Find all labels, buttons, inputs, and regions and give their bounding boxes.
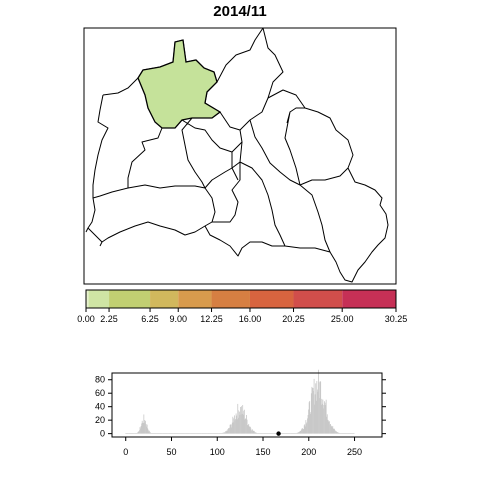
legend-swatch <box>342 290 396 308</box>
district-boundaries <box>85 27 389 283</box>
district-outline <box>284 107 305 186</box>
x-tick-label: 150 <box>256 447 271 457</box>
legend-tick-label: 2.25 <box>100 314 118 324</box>
legend-swatches <box>86 290 396 308</box>
y-tick-label: 80 <box>95 375 105 385</box>
district-outline <box>216 27 284 131</box>
x-tick-label: 200 <box>301 447 316 457</box>
district-outline <box>92 94 183 199</box>
legend-swatch <box>86 290 89 308</box>
legend-tick-label: 0.00 <box>77 314 95 324</box>
legend-ticks: 0.00 2.25 6.25 9.00 12.25 16.00 20.25 25.00 30.2… <box>77 308 407 324</box>
legend-tick-label: 25.00 <box>331 314 354 324</box>
current-value-marker <box>276 431 281 436</box>
legend-swatch <box>150 290 179 308</box>
map-panel <box>83 27 397 285</box>
highlighted-district <box>137 39 222 129</box>
y-tick-label: 20 <box>95 415 105 425</box>
legend-swatch <box>109 290 151 308</box>
x-tick-label: 0 <box>123 447 128 457</box>
legend-swatch <box>249 290 294 308</box>
district-outline <box>87 187 216 243</box>
legend-tick-label: 20.25 <box>282 314 305 324</box>
legend-swatch <box>178 290 212 308</box>
histogram-axes: 0 50 100 150 200 250 0 20 40 60 80 <box>95 375 386 457</box>
district-outline <box>249 89 354 186</box>
x-tick-label: 50 <box>166 447 176 457</box>
chart-title: 2014/11 <box>213 3 267 20</box>
legend-frame <box>85 289 397 309</box>
histogram-frame <box>111 372 383 438</box>
district-outline <box>204 162 285 257</box>
district-outline <box>85 227 103 247</box>
legend-tick-label: 16.00 <box>239 314 262 324</box>
legend-swatch <box>88 290 110 308</box>
y-tick-label: 40 <box>95 402 105 412</box>
y-tick-label: 60 <box>95 388 105 398</box>
district-outline <box>181 117 243 189</box>
x-tick-label: 100 <box>210 447 225 457</box>
x-tick-label: 250 <box>347 447 362 457</box>
legend-tick-label: 9.00 <box>169 314 187 324</box>
district-outline <box>231 167 331 253</box>
legend-tick-label: 12.25 <box>200 314 223 324</box>
histogram-series <box>125 369 355 436</box>
district-outline <box>239 161 389 283</box>
legend-swatch <box>293 290 343 308</box>
color-legend: 0.00 2.25 6.25 9.00 12.25 16.00 20.25 25.00 30.2… <box>77 289 407 324</box>
y-tick-label: 0 <box>100 429 105 439</box>
legend-swatch <box>211 290 250 308</box>
legend-tick-label: 6.25 <box>141 314 159 324</box>
histogram-panel: 0 50 100 150 200 250 0 20 40 60 80 <box>95 369 386 457</box>
map-frame <box>83 27 397 285</box>
legend-tick-label: 30.25 <box>385 314 408 324</box>
